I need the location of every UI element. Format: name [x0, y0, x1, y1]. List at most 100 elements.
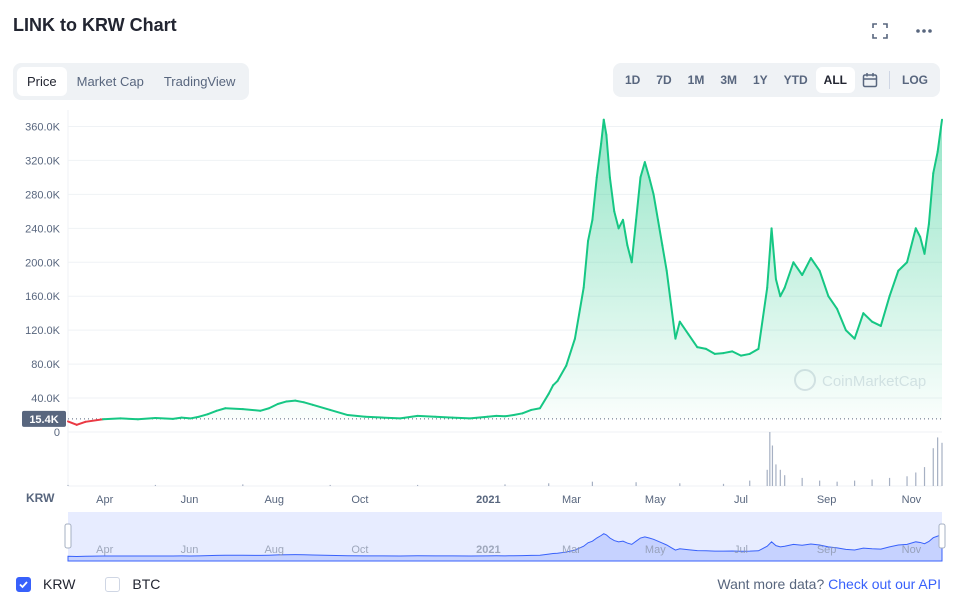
price-line-segment — [224, 407, 244, 411]
range-1y[interactable]: 1Y — [752, 73, 768, 87]
price-line-segment — [119, 417, 139, 421]
price-line-segment — [136, 416, 157, 421]
api-link[interactable]: Check out our API — [828, 576, 941, 592]
baseline-label: 15.4K — [29, 414, 58, 426]
navigator-tick-label: Aug — [264, 544, 284, 556]
price-line-segment — [783, 261, 795, 289]
range-1m[interactable]: 1M — [687, 73, 705, 87]
navigator-handle[interactable] — [938, 523, 946, 549]
price-line-segment — [722, 350, 734, 355]
log-scale-toggle[interactable]: LOG — [902, 73, 928, 87]
price-line-segment — [779, 286, 786, 298]
price-line-segment — [294, 399, 305, 404]
price-chart[interactable]: 360.0K 320.0K 280.0K 240.0K 200.0K 160.0K 120.… — [0, 0, 953, 570]
price-line-segment — [552, 380, 559, 387]
price-line-segment — [687, 333, 699, 349]
range-7d[interactable]: 7D — [656, 73, 672, 87]
check-icon — [19, 580, 28, 588]
price-line-segment — [648, 176, 655, 196]
calendar-icon[interactable] — [855, 72, 885, 88]
price-line-segment — [329, 408, 349, 417]
fullscreen-icon[interactable] — [871, 22, 889, 40]
price-line-segment — [469, 415, 489, 420]
chart-type-tabs: Price Market Cap TradingView — [13, 63, 250, 100]
volume-bar — [769, 432, 771, 486]
range-ytd[interactable]: YTD — [783, 73, 808, 87]
price-line-segment — [171, 416, 183, 420]
price-line-segment — [608, 176, 616, 213]
volume-bar — [771, 445, 774, 486]
price-line-segment — [613, 210, 620, 230]
price-line-segment — [635, 176, 642, 221]
volume-bar — [941, 442, 943, 486]
tab-price[interactable]: Price — [17, 67, 67, 96]
legend-btc[interactable]: BTC — [105, 576, 160, 592]
price-line-segment — [853, 312, 865, 340]
price-line-segment — [862, 312, 874, 323]
tab-tradingview[interactable]: TradingView — [163, 74, 236, 89]
price-line-segment — [416, 414, 437, 418]
price-line-segment — [748, 347, 760, 355]
navigator-handle[interactable] — [64, 523, 72, 549]
currency-axis-label: KRW — [26, 491, 55, 505]
navigator-tick-label: Apr — [96, 544, 113, 556]
y-tick-label: 80.0K — [31, 359, 60, 371]
price-line-segment — [766, 227, 773, 289]
range-divider — [889, 71, 890, 89]
range-all[interactable]: ALL — [815, 67, 855, 93]
navigator-tick-label: 2021 — [476, 544, 500, 556]
price-line-segment — [600, 118, 605, 145]
price-line-segment — [565, 337, 576, 367]
price-line-segment — [897, 261, 909, 272]
price-line-segment — [434, 415, 454, 419]
price-line-segment — [696, 346, 708, 350]
x-tick-label: Jul — [734, 494, 748, 506]
price-line-segment — [871, 320, 882, 327]
price-line-segment — [801, 257, 812, 276]
volume-bar — [722, 483, 725, 486]
price-line-segment — [652, 193, 659, 221]
price-line-segment — [595, 142, 603, 179]
navigator-tick-label: Sep — [817, 544, 837, 556]
volume-bar — [154, 484, 156, 486]
price-line-segment — [621, 218, 629, 247]
price-line-segment — [936, 118, 943, 153]
x-tick-label: May — [645, 494, 666, 506]
price-line-segment — [770, 227, 777, 281]
volume-bar — [504, 484, 506, 486]
y-tick-label: 280.0K — [25, 189, 61, 201]
price-line-segment — [792, 261, 804, 276]
price-line-segment — [84, 418, 104, 423]
volume-bar — [871, 479, 873, 486]
price-line-segment — [504, 414, 515, 418]
volume-bar — [888, 477, 891, 486]
navigator-series — [67, 532, 943, 562]
volume-bar — [779, 469, 781, 486]
price-line-segment — [705, 347, 716, 355]
price-line-segment — [582, 240, 590, 289]
more-data-text: Want more data? — [717, 576, 829, 592]
volume-bar — [775, 464, 777, 486]
btc-checkbox[interactable] — [105, 576, 121, 592]
price-line-segment — [591, 176, 598, 221]
x-tick-label: Aug — [264, 494, 284, 506]
price-line-segment — [276, 400, 288, 405]
volume-bar — [923, 467, 926, 486]
range-1d[interactable]: 1D — [624, 73, 641, 87]
price-line-segment — [198, 413, 209, 418]
price-line-segment — [844, 329, 856, 340]
tab-market-cap[interactable]: Market Cap — [76, 74, 144, 89]
volume-bar — [854, 480, 856, 486]
price-line-segment — [879, 295, 891, 327]
price-line-segment — [215, 407, 227, 412]
price-line-segment — [364, 415, 384, 419]
range-3m[interactable]: 3M — [720, 73, 737, 87]
price-line-segment — [285, 399, 297, 403]
price-line-segment — [678, 320, 690, 336]
x-tick-label: Oct — [351, 494, 368, 506]
more-icon[interactable] — [915, 22, 933, 40]
legend-krw[interactable]: KRW — [16, 576, 75, 592]
price-line-segment — [381, 416, 402, 420]
price-line-segment — [674, 320, 681, 340]
krw-checkbox[interactable] — [16, 576, 31, 592]
